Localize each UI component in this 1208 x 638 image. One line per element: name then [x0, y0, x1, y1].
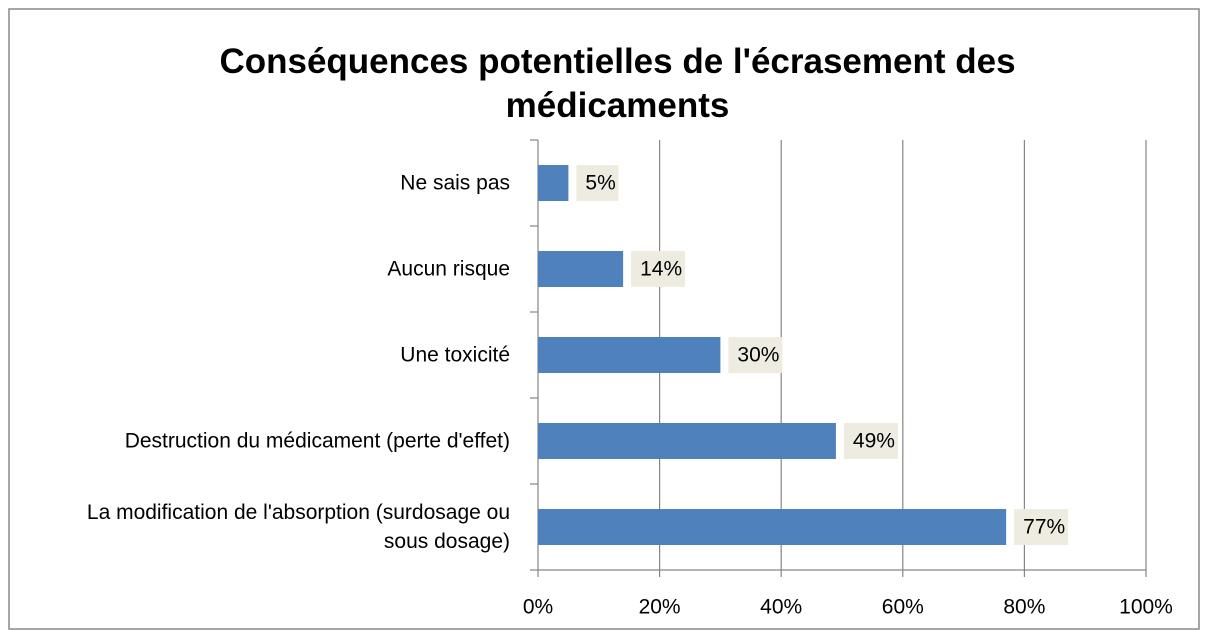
bar	[538, 251, 624, 287]
y-tick-label: Une toxicité	[400, 343, 510, 367]
y-tick-label: Destruction du médicament (perte d'effet…	[124, 429, 510, 453]
x-tick-label: 20%	[639, 596, 681, 619]
value-label-box	[576, 165, 619, 201]
bar	[538, 509, 1007, 545]
value-label: 77%	[1023, 516, 1065, 539]
value-label-box	[728, 337, 783, 373]
y-tick-label: La modification de l'absorption (surdosa…	[86, 501, 510, 553]
value-label: 30%	[737, 344, 779, 367]
bar	[538, 337, 721, 373]
value-label: 5%	[585, 172, 615, 195]
bar	[538, 423, 836, 459]
x-tick-label: 60%	[882, 596, 924, 619]
value-label-box	[1014, 509, 1069, 545]
value-label-box	[631, 251, 686, 287]
x-tick-label: 40%	[760, 596, 802, 619]
bar	[538, 165, 569, 201]
y-tick-label: Ne sais pas	[400, 171, 510, 195]
chart-title: Conséquences potentielles de l'écrasemen…	[219, 42, 1016, 125]
y-tick-label: Aucun risque	[387, 257, 510, 281]
value-label: 14%	[640, 258, 682, 281]
x-tick-label: 0%	[523, 596, 553, 619]
x-tick-label: 80%	[1003, 596, 1045, 619]
x-tick-label: 100%	[1119, 596, 1173, 619]
value-label-box	[843, 423, 898, 459]
value-label: 49%	[853, 430, 895, 453]
